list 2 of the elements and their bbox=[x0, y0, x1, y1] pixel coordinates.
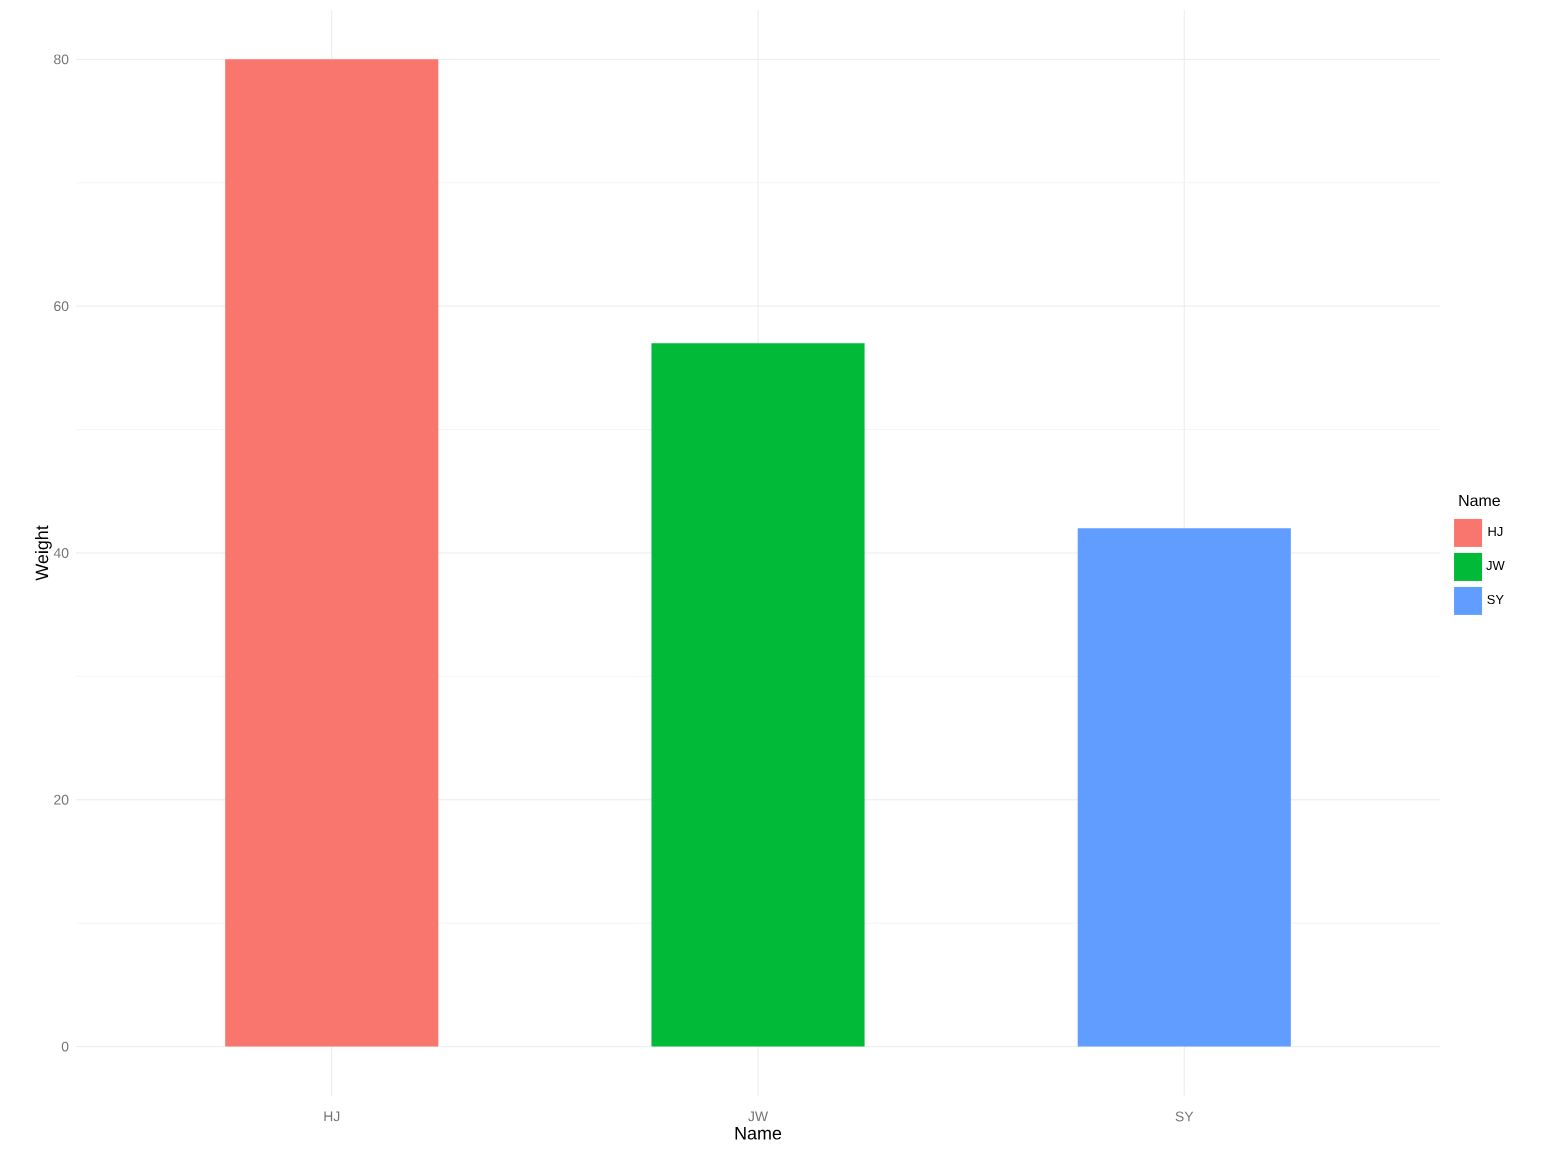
y-axis-title: Weight bbox=[35, 525, 52, 581]
x-axis-title: Name bbox=[735, 1127, 782, 1140]
